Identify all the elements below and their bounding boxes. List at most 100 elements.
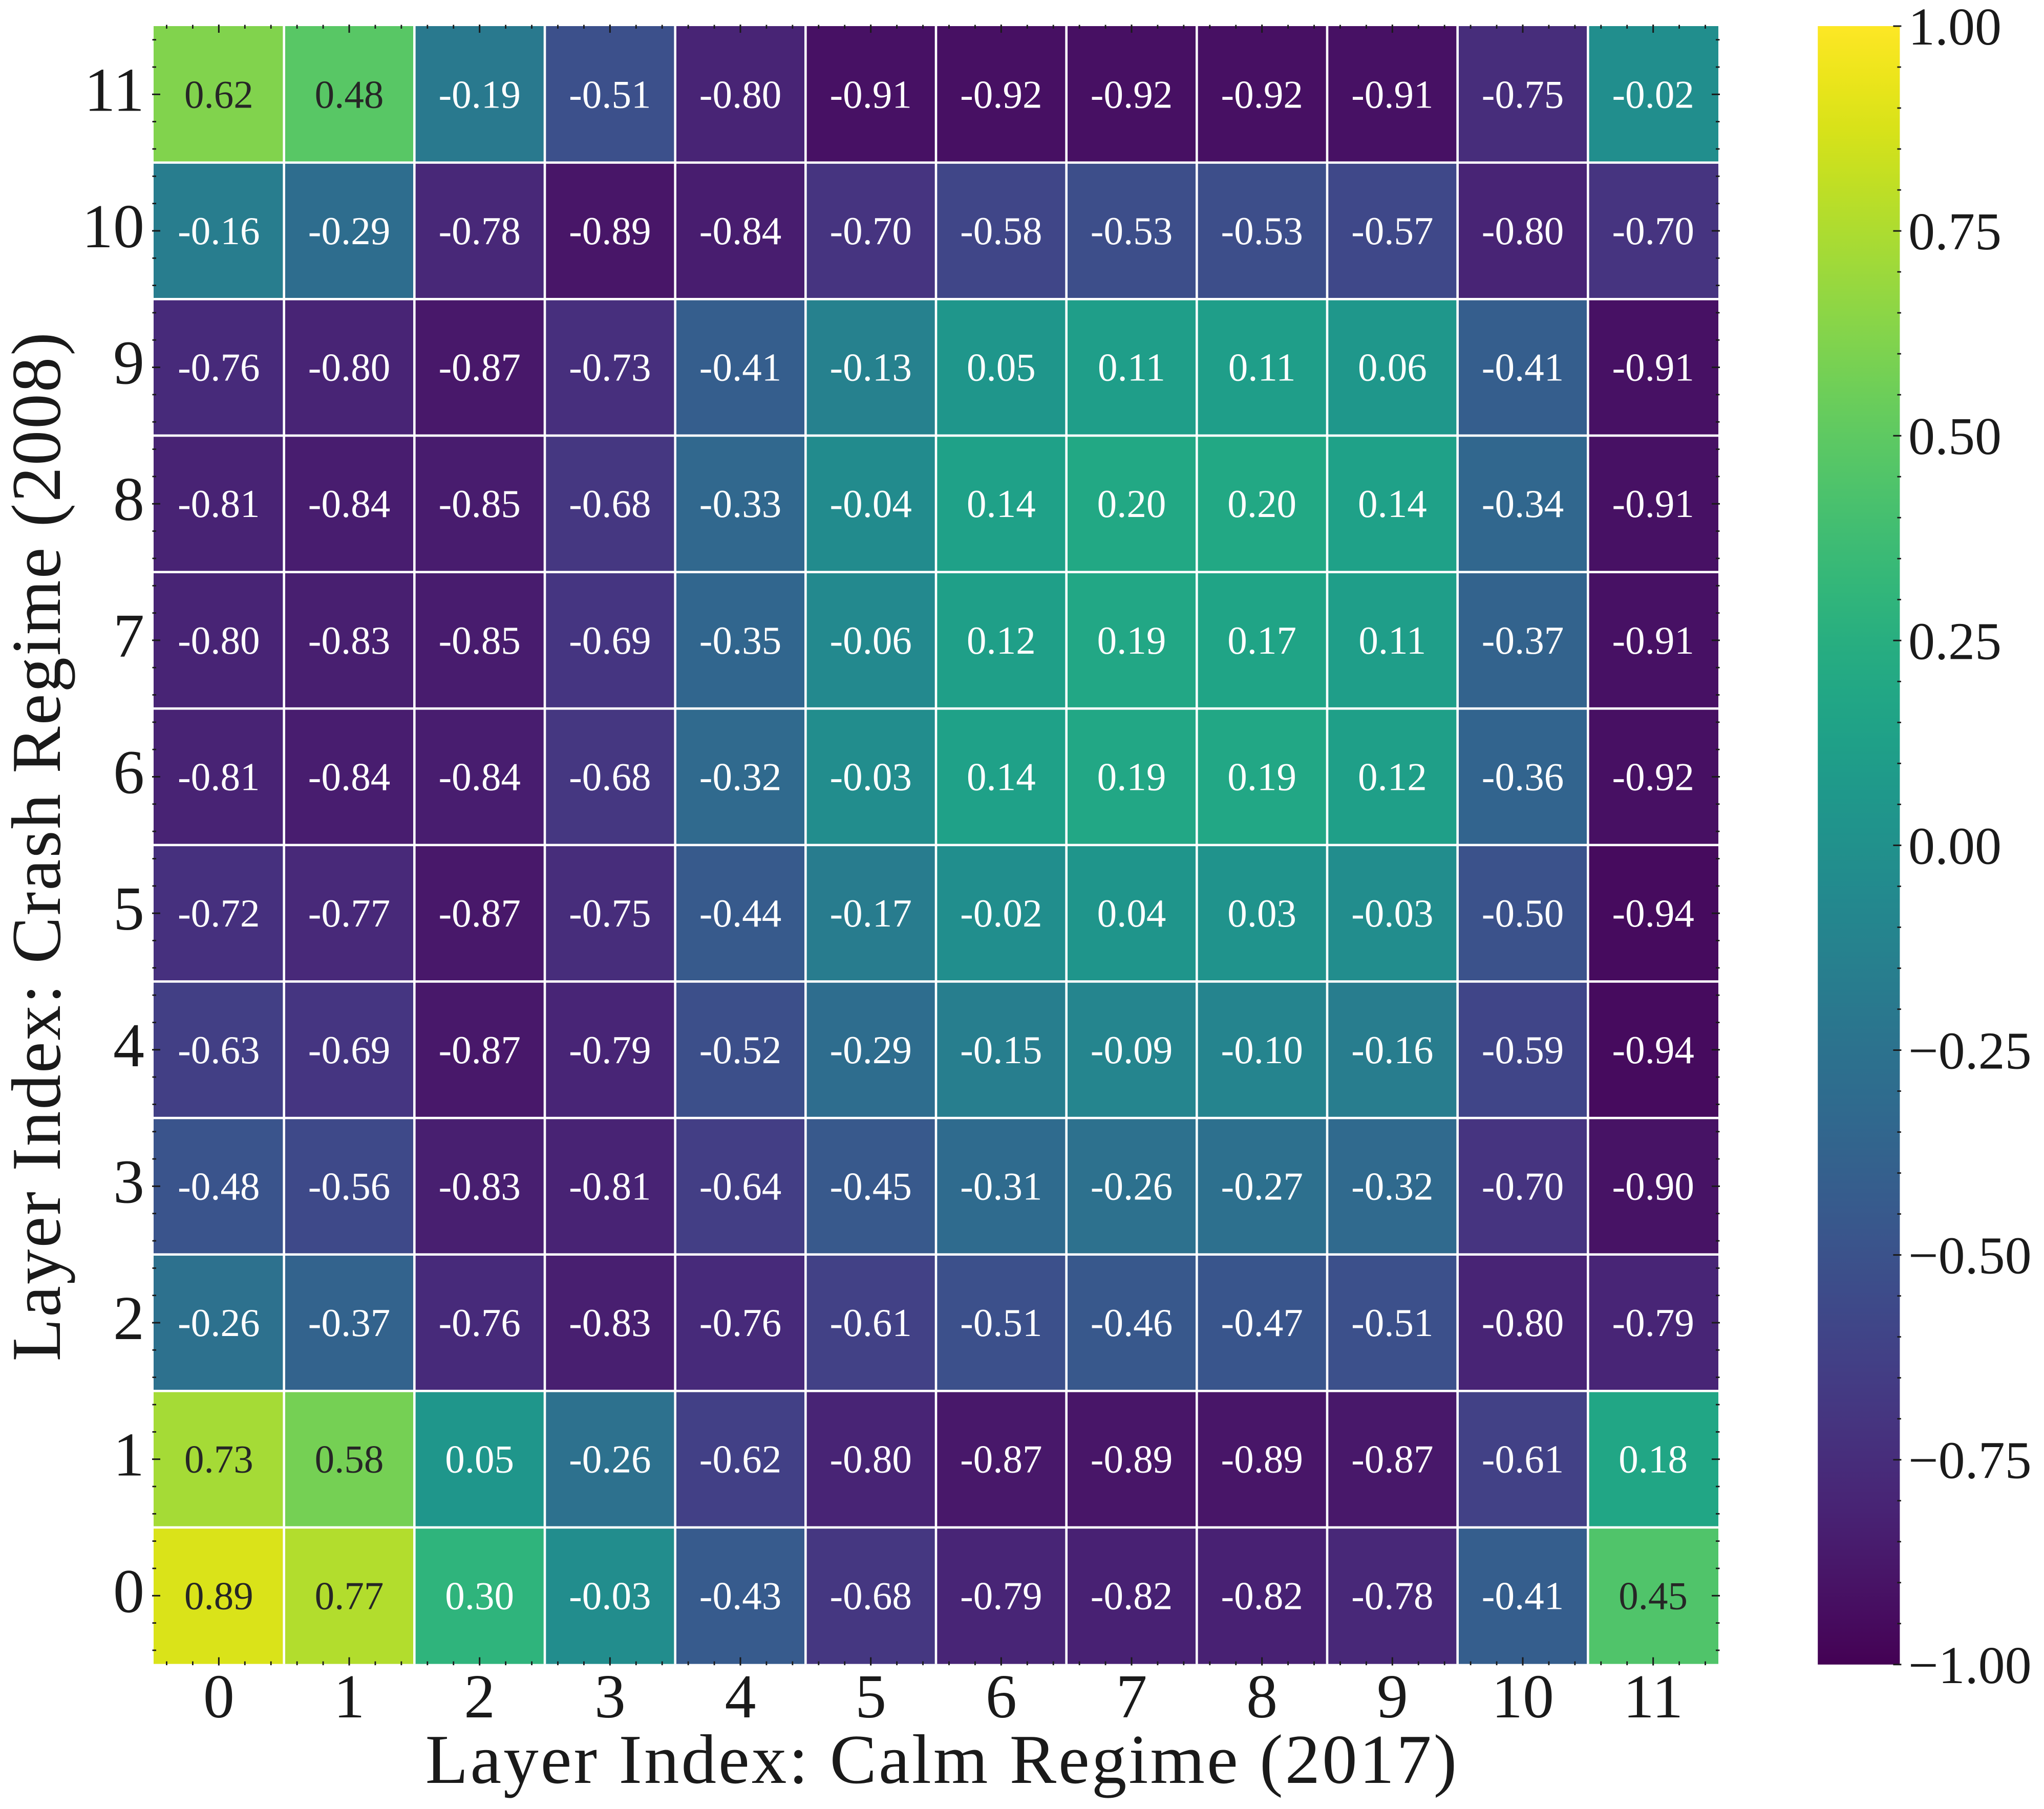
svg-text:0.25: 0.25 xyxy=(1908,612,2002,671)
svg-text:-0.78: -0.78 xyxy=(438,209,520,253)
svg-text:-0.91: -0.91 xyxy=(1612,618,1694,662)
svg-text:-0.80: -0.80 xyxy=(1482,1301,1564,1345)
svg-text:-0.51: -0.51 xyxy=(569,72,651,116)
svg-text:0.05: 0.05 xyxy=(445,1437,514,1481)
svg-text:-0.79: -0.79 xyxy=(1612,1301,1694,1345)
svg-text:−1.00: −1.00 xyxy=(1908,1636,2032,1695)
svg-text:0.19: 0.19 xyxy=(1227,755,1296,799)
svg-text:-0.80: -0.80 xyxy=(308,346,390,390)
svg-text:0.12: 0.12 xyxy=(1358,755,1427,799)
svg-text:1.00: 1.00 xyxy=(1908,0,2002,56)
svg-text:-0.63: -0.63 xyxy=(178,1028,260,1072)
svg-text:0.20: 0.20 xyxy=(1227,482,1296,526)
svg-text:-0.57: -0.57 xyxy=(1351,209,1433,253)
svg-text:-0.43: -0.43 xyxy=(699,1574,781,1618)
svg-text:-0.26: -0.26 xyxy=(178,1301,260,1345)
svg-text:-0.85: -0.85 xyxy=(438,482,520,526)
svg-text:-0.46: -0.46 xyxy=(1091,1301,1173,1345)
svg-text:0.45: 0.45 xyxy=(1619,1574,1688,1618)
svg-text:0.14: 0.14 xyxy=(967,482,1036,526)
svg-text:-0.68: -0.68 xyxy=(569,755,651,799)
svg-text:-0.80: -0.80 xyxy=(699,72,781,116)
svg-text:-0.70: -0.70 xyxy=(829,209,911,253)
svg-text:-0.84: -0.84 xyxy=(699,209,781,253)
svg-text:-0.75: -0.75 xyxy=(1482,72,1564,116)
svg-text:0.00: 0.00 xyxy=(1908,816,2002,875)
svg-text:-0.76: -0.76 xyxy=(699,1301,781,1345)
svg-text:-0.83: -0.83 xyxy=(438,1164,520,1208)
svg-text:-0.61: -0.61 xyxy=(829,1301,911,1345)
svg-text:2: 2 xyxy=(464,1662,495,1731)
svg-text:-0.92: -0.92 xyxy=(1221,72,1303,116)
svg-text:-0.45: -0.45 xyxy=(829,1164,911,1208)
svg-text:0: 0 xyxy=(113,1557,144,1626)
svg-text:1: 1 xyxy=(334,1662,365,1731)
svg-text:10: 10 xyxy=(82,192,144,261)
svg-text:-0.16: -0.16 xyxy=(1351,1028,1433,1072)
svg-text:8: 8 xyxy=(113,465,144,534)
svg-text:-0.69: -0.69 xyxy=(569,618,651,662)
svg-text:0.30: 0.30 xyxy=(445,1574,514,1618)
svg-text:0.48: 0.48 xyxy=(315,72,384,116)
svg-text:8: 8 xyxy=(1246,1662,1278,1731)
svg-text:-0.13: -0.13 xyxy=(829,346,911,390)
svg-text:-0.81: -0.81 xyxy=(178,755,260,799)
svg-text:-0.84: -0.84 xyxy=(308,755,390,799)
svg-text:9: 9 xyxy=(113,329,144,398)
svg-text:0.58: 0.58 xyxy=(315,1437,384,1481)
svg-text:0.11: 0.11 xyxy=(1228,346,1296,390)
svg-text:-0.41: -0.41 xyxy=(699,346,781,390)
svg-text:-0.47: -0.47 xyxy=(1221,1301,1303,1345)
svg-text:-0.80: -0.80 xyxy=(1482,209,1564,253)
svg-text:0.89: 0.89 xyxy=(184,1574,253,1618)
svg-text:4: 4 xyxy=(113,1011,144,1080)
svg-text:-0.76: -0.76 xyxy=(438,1301,520,1345)
svg-text:-0.32: -0.32 xyxy=(1351,1164,1433,1208)
svg-text:-0.15: -0.15 xyxy=(960,1028,1042,1072)
svg-text:6: 6 xyxy=(986,1662,1017,1731)
svg-text:-0.61: -0.61 xyxy=(1482,1437,1564,1481)
svg-text:-0.51: -0.51 xyxy=(960,1301,1042,1345)
svg-text:Layer Index: Crash Regime (200: Layer Index: Crash Regime (2008) xyxy=(0,331,75,1361)
svg-text:−0.25: −0.25 xyxy=(1908,1022,2032,1081)
svg-text:3: 3 xyxy=(113,1147,144,1216)
svg-text:-0.06: -0.06 xyxy=(829,618,911,662)
svg-text:-0.26: -0.26 xyxy=(1091,1164,1173,1208)
svg-text:1: 1 xyxy=(113,1420,144,1490)
svg-text:5: 5 xyxy=(855,1662,886,1731)
svg-text:-0.68: -0.68 xyxy=(569,482,651,526)
svg-text:0.50: 0.50 xyxy=(1908,407,2002,466)
svg-text:0.20: 0.20 xyxy=(1097,482,1166,526)
svg-text:2: 2 xyxy=(113,1284,144,1353)
svg-text:-0.50: -0.50 xyxy=(1482,891,1564,935)
svg-text:-0.81: -0.81 xyxy=(178,482,260,526)
svg-text:-0.03: -0.03 xyxy=(569,1574,651,1618)
svg-text:-0.80: -0.80 xyxy=(829,1437,911,1481)
svg-text:-0.36: -0.36 xyxy=(1482,755,1564,799)
svg-text:-0.92: -0.92 xyxy=(1612,755,1694,799)
svg-text:7: 7 xyxy=(113,601,144,671)
svg-text:-0.19: -0.19 xyxy=(438,72,520,116)
svg-text:-0.17: -0.17 xyxy=(829,891,911,935)
svg-text:5: 5 xyxy=(113,874,144,943)
svg-text:-0.87: -0.87 xyxy=(960,1437,1042,1481)
svg-text:-0.70: -0.70 xyxy=(1612,209,1694,253)
svg-text:0.03: 0.03 xyxy=(1227,891,1296,935)
svg-text:-0.02: -0.02 xyxy=(1612,72,1694,116)
svg-text:-0.78: -0.78 xyxy=(1351,1574,1433,1618)
svg-text:-0.73: -0.73 xyxy=(569,346,651,390)
svg-text:-0.72: -0.72 xyxy=(178,891,260,935)
svg-text:Layer Index: Calm Regime (2017: Layer Index: Calm Regime (2017) xyxy=(425,1720,1459,1798)
svg-text:-0.69: -0.69 xyxy=(308,1028,390,1072)
svg-text:-0.91: -0.91 xyxy=(1351,72,1433,116)
svg-text:-0.16: -0.16 xyxy=(178,209,260,253)
svg-text:-0.32: -0.32 xyxy=(699,755,781,799)
svg-text:0.05: 0.05 xyxy=(967,346,1036,390)
svg-text:-0.29: -0.29 xyxy=(308,209,390,253)
svg-text:0.14: 0.14 xyxy=(1358,482,1427,526)
svg-text:-0.26: -0.26 xyxy=(569,1437,651,1481)
svg-text:3: 3 xyxy=(594,1662,626,1731)
svg-text:-0.80: -0.80 xyxy=(178,618,260,662)
svg-text:0.11: 0.11 xyxy=(1098,346,1165,390)
svg-text:-0.91: -0.91 xyxy=(829,72,911,116)
